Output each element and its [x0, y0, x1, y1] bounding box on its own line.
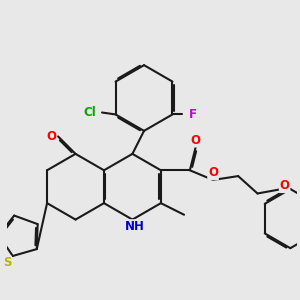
Text: F: F	[189, 108, 196, 121]
Text: O: O	[46, 130, 56, 143]
Text: NH: NH	[124, 220, 144, 233]
Text: Cl: Cl	[83, 106, 96, 119]
Text: O: O	[208, 167, 218, 179]
Text: S: S	[3, 256, 11, 269]
Text: O: O	[191, 134, 201, 147]
Text: O: O	[280, 179, 290, 192]
